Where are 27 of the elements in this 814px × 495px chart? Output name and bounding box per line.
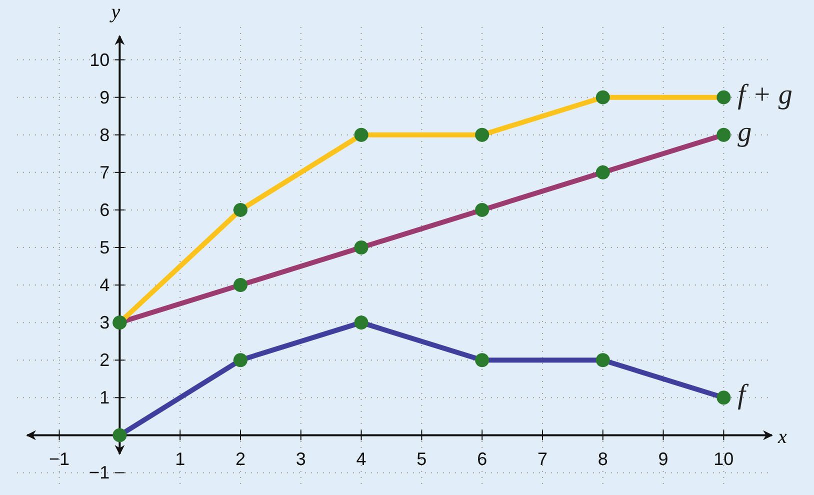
x-tick-label: 3	[296, 449, 306, 470]
y-tick-label: 4	[100, 275, 110, 296]
x-tick-label: 6	[477, 449, 488, 470]
series-label: f	[738, 380, 749, 411]
y-tick-label: 6	[100, 200, 110, 220]
series-label: g	[738, 116, 752, 148]
series-label: f + g	[738, 79, 792, 110]
x-tick-label: 8	[598, 449, 608, 470]
x-tick-label: −1	[49, 449, 70, 470]
y-tick-label: −1	[89, 462, 110, 483]
x-tick-label: 10	[714, 449, 734, 470]
y-tick-label: 8	[100, 124, 110, 145]
x-tick-label: 5	[416, 449, 427, 470]
y-tick-label: 1	[100, 388, 110, 408]
y-tick-label: 2	[100, 350, 110, 370]
x-tick-label: 7	[537, 449, 548, 470]
y-tick-label: 7	[100, 162, 110, 182]
x-axis-title: x	[777, 426, 787, 448]
x-tick-label: 1	[175, 449, 186, 470]
x-tick-label: 4	[356, 449, 366, 470]
y-axis-title: y	[109, 1, 120, 23]
x-tick-label: 2	[235, 449, 246, 470]
y-tick-label: 5	[100, 237, 110, 258]
y-tick-label: 3	[100, 312, 110, 333]
x-tick-label: 9	[658, 449, 668, 470]
y-tick-label: 9	[100, 87, 110, 108]
y-tick-label: 10	[90, 50, 110, 70]
